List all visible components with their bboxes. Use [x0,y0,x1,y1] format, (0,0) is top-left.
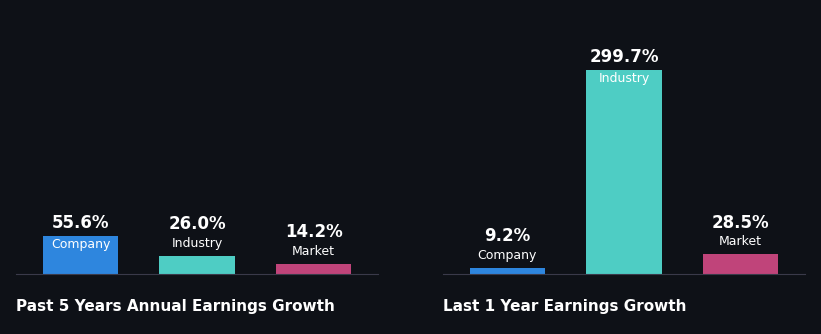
Text: Company: Company [51,238,110,252]
Bar [43,236,118,274]
Text: Last 1 Year Earnings Growth: Last 1 Year Earnings Growth [443,299,687,314]
Bar [470,268,545,274]
Bar [276,264,351,274]
Text: 28.5%: 28.5% [712,214,769,232]
Text: 55.6%: 55.6% [52,214,109,232]
Text: Industry: Industry [599,72,649,86]
Text: 26.0%: 26.0% [168,215,226,233]
Bar [159,256,235,274]
Text: Industry: Industry [172,237,222,250]
Text: 14.2%: 14.2% [285,223,342,241]
Text: 299.7%: 299.7% [589,48,658,66]
Bar [586,70,662,274]
Text: Market: Market [292,245,335,258]
Text: Market: Market [719,235,762,248]
Text: 9.2%: 9.2% [484,227,530,245]
Bar [703,255,778,274]
Text: Company: Company [478,248,537,262]
Text: Past 5 Years Annual Earnings Growth: Past 5 Years Annual Earnings Growth [16,299,335,314]
